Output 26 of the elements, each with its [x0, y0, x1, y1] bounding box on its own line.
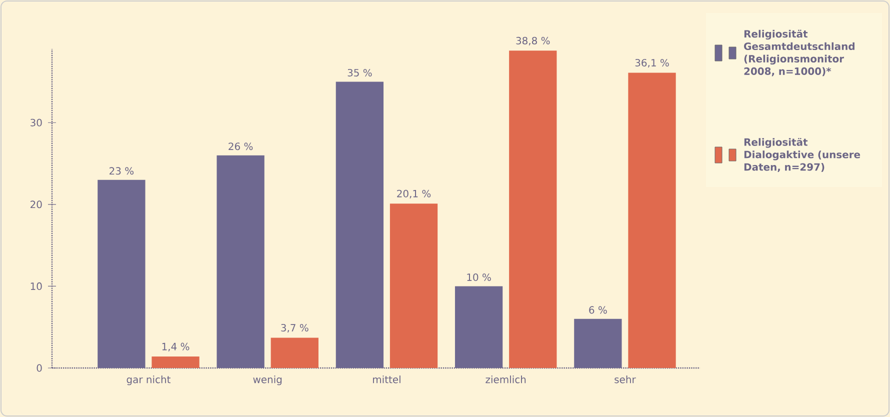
data-label: 1,4 % [162, 342, 190, 352]
data-label: 36,1 % [635, 58, 669, 68]
x-tick-label: ziemlich [486, 376, 526, 384]
y-tick-label: 30 [30, 118, 42, 126]
legend-label: Religiosität Dialogaktive (unsere Daten, n=297) [744, 138, 860, 172]
data-label: 20,1 % [397, 190, 431, 198]
bar [509, 50, 557, 368]
data-label: 6 % [589, 306, 607, 314]
y-tick-label: 0 [36, 364, 42, 372]
data-label: 26 % [228, 142, 253, 150]
bar [270, 338, 318, 368]
x-tick-label: mittel [373, 376, 400, 384]
y-tick-label: 10 [30, 282, 42, 290]
data-label: 10 % [467, 273, 491, 282]
bar [628, 72, 676, 368]
data-label: 3,7 % [281, 324, 308, 333]
x-tick-label: gar nicht [126, 376, 170, 386]
data-label: 35 % [348, 68, 372, 77]
data-label: 38,8 % [516, 36, 550, 46]
bar [152, 356, 200, 368]
x-tick-label: wenig [253, 376, 282, 386]
y-tick-label: 20 [30, 200, 42, 208]
data-label: 23 % [110, 167, 134, 175]
legend-label: Religiosität Gesamtdeutschland (Religionsmonitor 2008, n=1000)* [744, 30, 854, 76]
x-tick-label: sehr [614, 376, 636, 384]
bar [390, 204, 438, 368]
